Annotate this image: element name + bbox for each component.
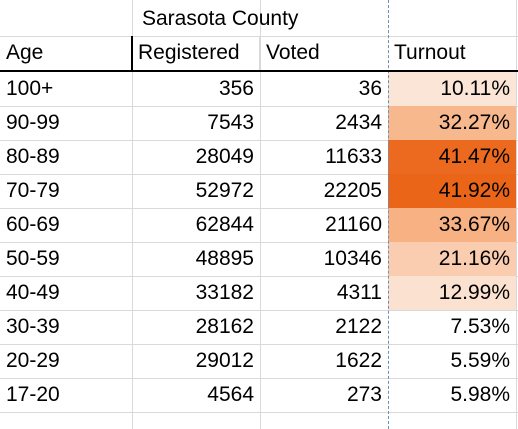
cell-registered[interactable]: 28162 xyxy=(195,315,254,338)
cell-turnout[interactable]: 41.92% xyxy=(438,179,510,202)
row-divider xyxy=(0,378,518,379)
table-title[interactable]: Sarasota County xyxy=(142,7,299,30)
cell-age[interactable]: 17-20 xyxy=(6,383,60,406)
turnout-heat-fill xyxy=(388,106,516,140)
cell-age[interactable]: 50-59 xyxy=(6,247,60,270)
turnout-heat-fill xyxy=(388,174,516,208)
row-divider xyxy=(0,208,518,209)
cell-registered[interactable]: 29012 xyxy=(195,349,254,372)
turnout-heat-fill xyxy=(388,242,516,276)
cell-registered[interactable]: 7543 xyxy=(207,111,254,134)
row-divider xyxy=(0,276,518,277)
cell-registered[interactable]: 4564 xyxy=(207,383,254,406)
row-divider xyxy=(0,242,518,243)
row-divider xyxy=(0,310,518,311)
cell-voted[interactable]: 36 xyxy=(358,77,382,100)
cell-turnout[interactable]: 32.27% xyxy=(438,111,510,134)
header-age[interactable]: Age xyxy=(6,41,44,64)
row-divider xyxy=(0,174,518,175)
cell-voted[interactable]: 1622 xyxy=(335,349,382,372)
cell-registered[interactable]: 33182 xyxy=(195,281,254,304)
turnout-heat-fill xyxy=(388,72,516,106)
cell-turnout[interactable]: 5.59% xyxy=(450,349,510,372)
row-divider xyxy=(0,344,518,345)
cell-voted[interactable]: 2434 xyxy=(335,111,382,134)
cell-turnout[interactable]: 21.16% xyxy=(438,247,510,270)
cell-age[interactable]: 90-99 xyxy=(6,111,60,134)
turnout-heat-fill xyxy=(388,276,516,310)
cell-voted[interactable]: 22205 xyxy=(323,179,382,202)
page-break-line xyxy=(388,0,389,429)
header-border xyxy=(259,36,260,70)
cell-registered[interactable]: 52972 xyxy=(195,179,254,202)
cell-turnout[interactable]: 5.98% xyxy=(450,383,510,406)
column-divider xyxy=(260,0,261,429)
header-border-bottom xyxy=(0,70,518,72)
cell-turnout[interactable]: 41.47% xyxy=(438,145,510,168)
cell-age[interactable]: 20-29 xyxy=(6,349,60,372)
cell-voted[interactable]: 11633 xyxy=(325,145,382,168)
header-turnout[interactable]: Turnout xyxy=(394,41,466,64)
column-divider xyxy=(516,0,517,429)
header-border xyxy=(131,36,133,70)
cell-voted[interactable]: 273 xyxy=(346,383,382,406)
cell-registered[interactable]: 48895 xyxy=(195,247,254,270)
turnout-heat-fill xyxy=(388,208,516,242)
cell-age[interactable]: 100+ xyxy=(6,77,54,100)
cell-registered[interactable]: 62844 xyxy=(195,213,254,236)
cell-age[interactable]: 80-89 xyxy=(6,145,60,168)
cell-voted[interactable]: 21160 xyxy=(325,213,382,236)
column-divider xyxy=(132,0,133,429)
turnout-heat-fill xyxy=(388,140,516,174)
cell-age[interactable]: 40-49 xyxy=(6,281,60,304)
cell-turnout[interactable]: 10.11% xyxy=(440,77,510,100)
cell-voted[interactable]: 2122 xyxy=(335,315,382,338)
cell-voted[interactable]: 10346 xyxy=(323,247,382,270)
cell-turnout[interactable]: 7.53% xyxy=(450,315,510,338)
row-divider xyxy=(0,106,518,107)
header-registered[interactable]: Registered xyxy=(138,41,240,64)
cell-registered[interactable]: 28049 xyxy=(195,145,254,168)
cell-registered[interactable]: 356 xyxy=(218,77,254,100)
header-voted[interactable]: Voted xyxy=(266,41,320,64)
cell-turnout[interactable]: 33.67% xyxy=(438,213,510,236)
cell-age[interactable]: 70-79 xyxy=(6,179,60,202)
row-divider xyxy=(0,140,518,141)
cell-voted[interactable]: 4311 xyxy=(336,281,382,304)
cell-turnout[interactable]: 12.99% xyxy=(438,281,510,304)
cell-age[interactable]: 60-69 xyxy=(6,213,60,236)
row-divider xyxy=(0,412,518,413)
cell-age[interactable]: 30-39 xyxy=(6,315,60,338)
